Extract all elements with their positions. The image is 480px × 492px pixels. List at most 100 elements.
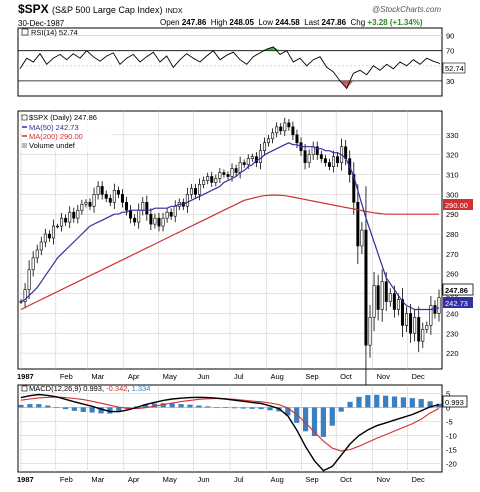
candle-body [60,217,64,227]
candle-body [185,194,189,207]
candle-body [198,184,202,195]
price-x-label: Mar [91,372,104,381]
macd-hist-bar [302,407,309,432]
candle-body [157,217,161,227]
candle-body [116,190,120,195]
legend-bg [22,113,112,151]
candle-body [250,156,254,159]
price-panel: 330320310300290280270260250240230220 198… [17,110,474,390]
candle-body [43,233,47,243]
macd-legend-macd: 0.993 [83,384,102,393]
candle-body [84,201,88,205]
price-x-label: Nov [377,372,391,381]
candle-body [39,241,43,251]
candle-body [194,188,198,195]
macd-hist-bar [427,401,433,408]
candle-body [112,190,116,203]
ma50-line [20,142,440,311]
candle-body [409,313,413,334]
macd-hist-bar [45,405,51,408]
price-x-label: Feb [60,372,73,381]
macd-x-label: 1987 [17,475,34,484]
rsi-tick-label: 30 [446,77,454,86]
candle-body [429,305,433,326]
price-legend: $SPX (Daily) 247.86 MA(50) 242.73 MA(200… [21,113,112,151]
candle-body [68,211,72,223]
candle-body [96,186,100,195]
candle-body [352,174,356,203]
candle-body [303,150,307,163]
candle-body [23,289,27,302]
rsi-last-box [442,62,466,74]
candle-body [315,146,319,155]
candle-body [392,293,396,310]
macd-x-label: Aug [270,475,283,484]
open-value: 247.86 [181,18,207,27]
ma50-last-label: 242.73 [445,299,468,308]
macd-x-label: Apr [128,475,140,484]
macd-hist-bar [36,404,42,408]
candle-body [242,162,246,165]
macd-hist-bar [222,407,229,409]
macd-hist-bar [116,407,122,412]
macd-grid [18,385,442,472]
candle-body [218,172,222,179]
macd-hist-bar [18,404,24,408]
rsi-line [19,46,441,90]
candle-body [344,146,348,159]
macd-x-label: Feb [60,475,73,484]
candle-body [400,299,404,326]
ma200-last-box [443,199,473,210]
candle-body [129,209,133,219]
high-value: 248.05 [229,18,254,27]
candle-body [169,211,173,217]
exchange: INDX [165,8,183,15]
ma200-line [20,194,439,311]
price-tick-label: 260 [446,270,459,279]
open-label: Open [160,18,180,27]
macd-last-box [442,395,468,408]
symbol: $SPX [18,2,49,16]
price-tick-label: 280 [446,230,459,239]
macd-line [20,393,440,472]
candle-body [275,126,279,134]
price-tick-label: 300 [446,190,459,199]
candle-body [230,168,234,177]
macd-hist-bar [142,404,149,408]
macd-hist-bar [365,395,371,408]
price-x-label: Dec [411,372,425,381]
candle-body [80,203,84,211]
candle-body [35,249,39,259]
macd-hist-bar [62,407,69,410]
price-tick-label: 230 [446,329,459,338]
candle-body [141,201,145,211]
legend-ma50: MA(50) 242.73 [29,123,79,132]
last-label: Last [304,18,320,27]
price-tick-label: 290 [446,210,459,219]
rsi-last-label: 52.74 [445,64,464,73]
macd-hist-bar [214,407,220,408]
macd-hist-bar [338,407,344,412]
price-tick-label: 310 [446,171,459,180]
macd-hist-bar [27,404,33,408]
macd-legend-label: MACD(12,26,9) [29,384,82,393]
candle-body [214,178,218,183]
macd-legend-hist: 1.334 [132,384,151,393]
price-tick-label: 270 [446,250,459,259]
candle-body [331,156,335,167]
macd-x-label: Jul [234,475,244,484]
candle-body [161,217,165,227]
price-x-label: Oct [340,372,353,381]
macd-ticks: 5 0 -5 -10 -15 -20 [446,389,457,468]
candle-body [202,180,206,185]
candle-body [388,293,392,302]
macd-x-label: Dec [411,475,425,484]
low-value: 244.58 [275,18,300,27]
macd-tick-label: -20 [446,460,457,469]
candle-body [100,186,104,195]
macd-hist-bar [400,397,407,408]
macd-x-label: Oct [340,475,353,484]
candle-body [31,257,35,271]
price-x-label: Jul [234,372,244,381]
